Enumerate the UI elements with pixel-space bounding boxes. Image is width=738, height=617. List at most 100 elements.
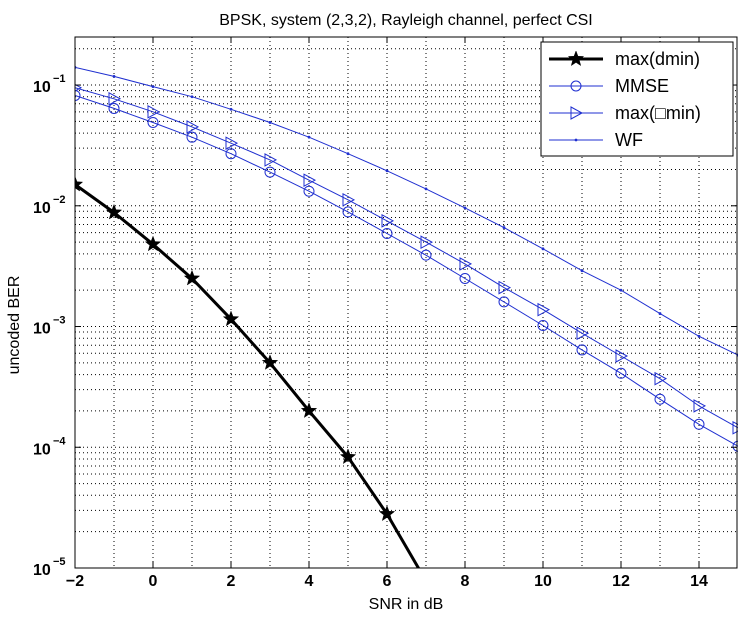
data-point-circle bbox=[615, 367, 627, 379]
data-point-circle bbox=[732, 440, 738, 452]
y-tick-base: 10 bbox=[33, 200, 51, 217]
data-point-circle bbox=[570, 80, 582, 92]
data-point-triangle bbox=[147, 104, 161, 119]
data-point-circle bbox=[381, 227, 393, 239]
legend-item: max(□min) bbox=[549, 103, 701, 123]
data-point-dot bbox=[229, 107, 233, 111]
plot-frame bbox=[74, 36, 738, 569]
data-point-dot bbox=[619, 288, 623, 292]
data-point-triangle bbox=[732, 420, 738, 435]
series-max-min bbox=[75, 83, 738, 435]
data-point-circle bbox=[108, 102, 120, 114]
data-point-triangle bbox=[381, 214, 395, 228]
data-point-star bbox=[300, 402, 318, 418]
data-point-star bbox=[418, 573, 433, 588]
data-point-triangle bbox=[342, 192, 356, 207]
data-point-circle bbox=[342, 206, 354, 218]
legend-item: MMSE bbox=[549, 76, 669, 96]
data-point-circle bbox=[693, 418, 705, 430]
data-point-triangle bbox=[570, 106, 584, 120]
data-point-dot bbox=[697, 334, 701, 338]
data-point-star bbox=[339, 448, 357, 465]
y-tick-label: 10 −1 bbox=[33, 73, 66, 96]
y-tick-base: 10 bbox=[33, 321, 51, 338]
data-point-star bbox=[75, 175, 84, 192]
legend-item: WF bbox=[549, 130, 643, 150]
data-point-dot bbox=[268, 121, 272, 124]
y-tick-exponent: −4 bbox=[53, 435, 66, 447]
x-tick-label: 2 bbox=[227, 573, 236, 590]
data-point-triangle bbox=[654, 371, 668, 386]
legend-label: max(dmin) bbox=[615, 49, 700, 69]
data-point-triangle bbox=[264, 153, 278, 167]
data-point-star bbox=[105, 203, 123, 220]
x-tick-label: −2 bbox=[66, 573, 84, 590]
data-point-triangle bbox=[459, 257, 473, 271]
data-point-dot bbox=[112, 74, 116, 78]
data-point-dot bbox=[502, 226, 506, 229]
y-axis-label: uncoded BER bbox=[6, 276, 23, 375]
series-line bbox=[75, 66, 738, 356]
data-point-dot bbox=[574, 138, 578, 142]
data-point-triangle bbox=[615, 349, 629, 363]
x-tick-label: 10 bbox=[534, 573, 552, 590]
data-point-circle bbox=[186, 131, 198, 143]
x-axis-ticks: −2 0 2 4 6 8 10 12 14 bbox=[66, 37, 708, 590]
y-tick-exponent: −3 bbox=[53, 315, 66, 327]
y-tick-label: 10 −5 bbox=[33, 556, 66, 579]
data-point-circle bbox=[264, 166, 276, 178]
data-point-triangle bbox=[537, 302, 551, 317]
legend-item: max(dmin) bbox=[549, 49, 700, 69]
data-point-dot bbox=[190, 95, 194, 99]
data-point-circle bbox=[576, 344, 588, 356]
data-point-dot bbox=[346, 152, 350, 156]
y-tick-exponent: −2 bbox=[53, 194, 66, 206]
data-point-dot bbox=[463, 206, 467, 210]
data-point-circle bbox=[498, 296, 510, 308]
x-tick-label: 6 bbox=[383, 573, 392, 590]
data-point-circle bbox=[654, 393, 666, 405]
series-layer bbox=[75, 66, 738, 588]
y-tick-base: 10 bbox=[33, 441, 51, 458]
y-tick-exponent: −5 bbox=[53, 556, 66, 568]
x-tick-label: 0 bbox=[149, 573, 158, 590]
data-point-triangle bbox=[576, 326, 590, 341]
legend-label: max(□min) bbox=[615, 103, 701, 123]
y-tick-label: 10 −2 bbox=[33, 194, 66, 217]
data-point-dot bbox=[658, 312, 662, 315]
legend-label: MMSE bbox=[615, 76, 669, 96]
data-point-circle bbox=[537, 319, 549, 331]
y-tick-base: 10 bbox=[33, 562, 51, 579]
data-point-circle bbox=[303, 185, 315, 197]
data-point-dot bbox=[424, 187, 428, 191]
data-point-triangle bbox=[420, 235, 434, 249]
y-tick-exponent: −1 bbox=[53, 73, 66, 85]
data-point-triangle bbox=[498, 280, 512, 295]
data-point-triangle bbox=[693, 399, 707, 413]
y-axis-ticks: 10−510−410−310−210−1 bbox=[33, 73, 737, 579]
data-point-dot bbox=[580, 269, 584, 273]
data-point-circle bbox=[147, 116, 159, 128]
y-tick-label: 10 −4 bbox=[33, 435, 66, 458]
x-tick-label: 8 bbox=[461, 573, 470, 590]
y-tick-label: 10 −3 bbox=[33, 315, 66, 338]
data-point-dot bbox=[385, 169, 389, 173]
data-point-star bbox=[261, 354, 279, 370]
data-point-star bbox=[183, 269, 201, 286]
data-point-circle bbox=[75, 89, 81, 101]
series-line bbox=[75, 183, 421, 568]
series-wf bbox=[75, 66, 738, 357]
data-point-triangle bbox=[108, 91, 122, 106]
x-tick-label: 14 bbox=[690, 573, 708, 590]
legend-label: WF bbox=[615, 130, 643, 150]
data-point-dot bbox=[541, 247, 545, 251]
data-point-star bbox=[222, 310, 240, 327]
series-line bbox=[75, 87, 738, 429]
x-tick-label: 12 bbox=[612, 573, 630, 590]
series-mmse bbox=[75, 89, 738, 452]
data-point-triangle bbox=[225, 136, 239, 151]
series-max-dmin bbox=[75, 175, 433, 588]
y-tick-base: 10 bbox=[33, 79, 51, 96]
data-point-circle bbox=[420, 249, 432, 261]
